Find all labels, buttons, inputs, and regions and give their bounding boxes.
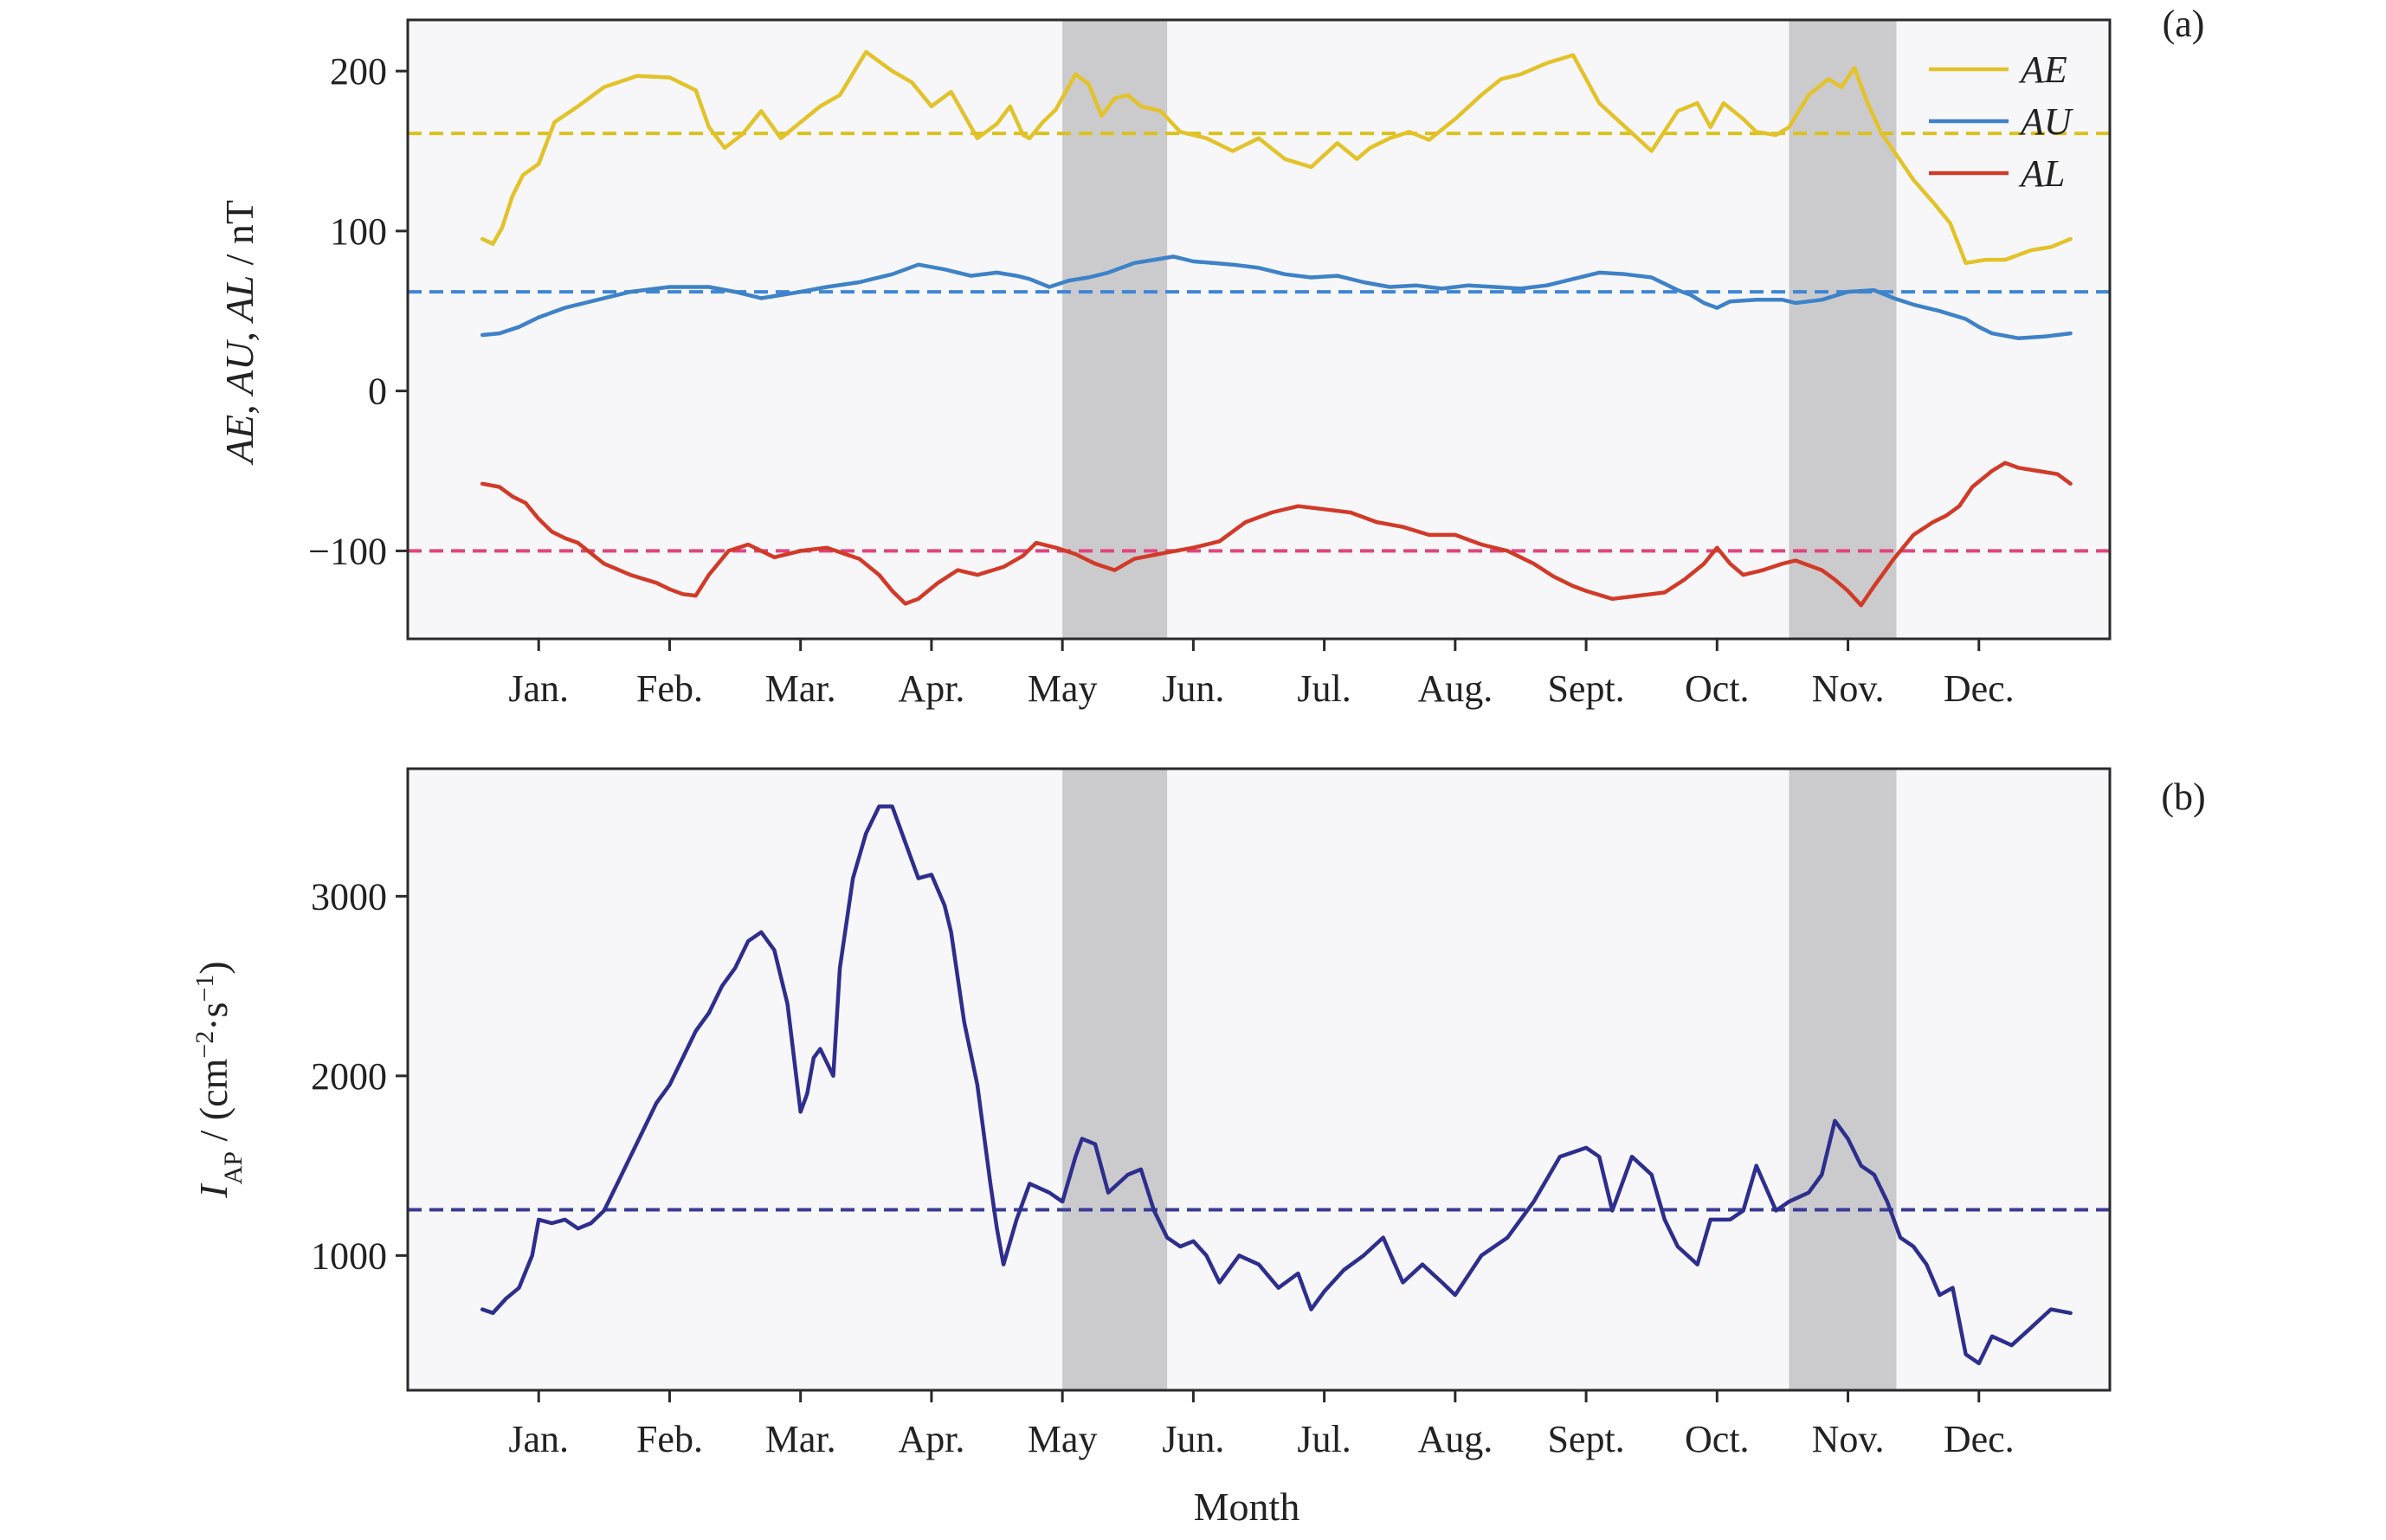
series-line-iap [480, 804, 2073, 1366]
x-tick-label: Jul. [1297, 667, 1351, 710]
series-line-al [480, 461, 2073, 608]
x-axis-label: Month [1194, 1485, 1300, 1529]
x-tick-label: Sept. [1547, 667, 1624, 710]
x-tick-label: Jun. [1162, 667, 1224, 710]
y-label-part: / nT [217, 200, 261, 275]
x-tick-label: Nov. [1812, 667, 1885, 710]
y-label-part: , [217, 322, 261, 342]
panel-a-mean-lines [408, 132, 2110, 553]
legend-label-al: AL [2018, 152, 2065, 195]
panel-a-frame [406, 18, 2112, 641]
x-tick-label: Aug. [1417, 1418, 1493, 1460]
legend: AE AU AL [1929, 48, 2074, 195]
panel-b-label: (b) [2161, 776, 2205, 818]
y-label-part: , [217, 395, 261, 415]
y-label-part: / (cm [191, 1058, 235, 1151]
x-tick-label: Dec. [1944, 667, 2015, 710]
x-tick-label: Apr. [898, 667, 964, 710]
y-tick-label: 3000 [311, 875, 387, 918]
y-label-part: ) [191, 961, 235, 974]
shaded-range-2 [1789, 20, 1897, 639]
shaded-range-2 [1789, 769, 1897, 1390]
y-tick-label: 0 [368, 371, 387, 413]
panel-a-series [480, 49, 2073, 608]
x-tick-label: May [1028, 1418, 1098, 1460]
panel-b-series [480, 804, 2073, 1366]
y-label-part: −2 [190, 1031, 219, 1059]
legend-label-au: AU [2018, 100, 2074, 143]
x-tick-label: Aug. [1417, 667, 1493, 710]
y-label-part: I [191, 1182, 235, 1199]
shaded-range-1 [1062, 20, 1168, 639]
shaded-range-1 [1062, 769, 1168, 1390]
x-tick-label: Dec. [1944, 1418, 2015, 1460]
x-tick-label: Mar. [765, 667, 836, 710]
panel-a-label: (a) [2163, 3, 2205, 45]
x-tick-label: May [1028, 667, 1098, 710]
y-label-part: ·s [191, 1002, 235, 1031]
panel-b-x-axis: Jan. Feb. Mar. Apr. May Jun. Jul. Aug. Sept. Oct.… [508, 1390, 2015, 1460]
x-tick-label: Feb. [636, 667, 703, 710]
x-tick-label: Mar. [765, 1418, 836, 1460]
y-label-part: AE [217, 415, 261, 466]
panel-a-y-label: AE, AU, AL / nT [217, 200, 261, 466]
x-tick-label: Jan. [508, 1418, 569, 1460]
panel-a-x-axis: Jan. Feb. Mar. Apr. May Jun. Jul. Aug. Sept. Oct.… [508, 639, 2015, 710]
series-line-au [480, 255, 2073, 340]
y-label-part: AU [217, 339, 261, 397]
panel-b-y-axis: 3000 2000 1000 [311, 875, 408, 1277]
panel-a-y-axis: 200 100 0 −100 [308, 50, 408, 572]
x-tick-label: Nov. [1812, 1418, 1885, 1460]
x-tick-label: Jun. [1162, 1418, 1224, 1460]
panel-b-frame [406, 767, 2112, 1392]
y-label-part: AP [219, 1151, 248, 1184]
y-label-part: AL [217, 275, 261, 325]
y-label-part: −1 [190, 975, 219, 1002]
x-tick-label: Oct. [1685, 667, 1750, 710]
panel-b-y-label: IAP / (cm−2·s−1) [190, 961, 248, 1198]
y-tick-label: 2000 [311, 1055, 387, 1098]
y-tick-label: −100 [308, 530, 387, 572]
x-tick-label: Oct. [1685, 1418, 1750, 1460]
y-tick-label: 100 [330, 210, 387, 253]
y-tick-label: 200 [330, 50, 387, 93]
series-line-ae [480, 49, 2073, 266]
panel-a-shading [1062, 20, 1897, 639]
panel-b: 3000 2000 1000 Jan. Feb. Mar. Apr. May Jun. Jul.… [190, 767, 2206, 1529]
x-tick-label: Sept. [1547, 1418, 1624, 1460]
legend-label-ae: AE [2018, 48, 2067, 91]
x-tick-label: Apr. [898, 1418, 964, 1460]
x-tick-label: Jan. [508, 667, 569, 710]
x-tick-label: Feb. [636, 1418, 703, 1460]
y-tick-label: 1000 [311, 1234, 387, 1277]
panel-a: 200 100 0 −100 Jan. Feb. Mar. Apr. May Jun. Jul. A… [217, 3, 2204, 710]
panel-b-shading [1062, 769, 1897, 1390]
x-tick-label: Jul. [1297, 1418, 1351, 1460]
